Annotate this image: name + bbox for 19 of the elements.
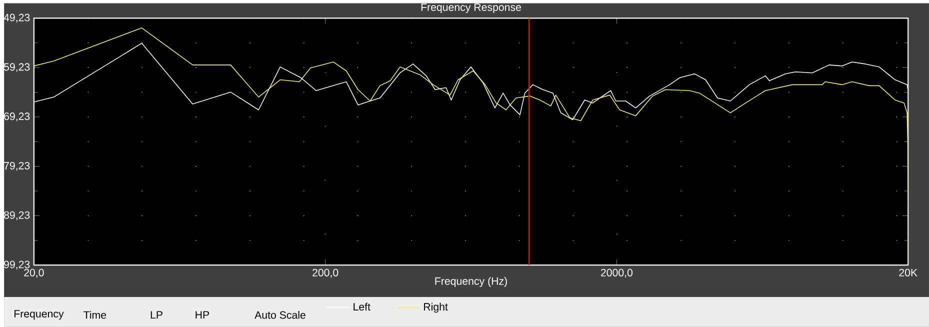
- legend-label: Left: [354, 302, 370, 311]
- y-tick-label: 59,23: [4, 63, 30, 72]
- x-tick-label: 2000,0: [601, 268, 633, 278]
- text: Auto Scale: [254, 311, 306, 319]
- y-tick-label: 79,23: [4, 162, 30, 171]
- text: LP: [150, 311, 162, 319]
- y-tick-label: 99,23: [4, 260, 30, 270]
- text: HP: [196, 311, 210, 319]
- legend-label: Right: [424, 302, 448, 313]
- chart-title: Frequency Response: [421, 4, 521, 14]
- text: Time: [84, 311, 106, 319]
- x-axis-title: Frequency (Hz): [435, 277, 507, 288]
- y-tick-label: 89,23: [4, 211, 30, 220]
- x-tick-label: 200,0: [312, 268, 338, 278]
- y-tick-label: 49,23: [4, 14, 30, 23]
- x-tick-label: 20K: [899, 268, 918, 277]
- y-tick-label: 69,23: [4, 112, 30, 122]
- text: Frequency: [14, 310, 64, 320]
- x-tick-label: 20,0: [24, 268, 44, 278]
